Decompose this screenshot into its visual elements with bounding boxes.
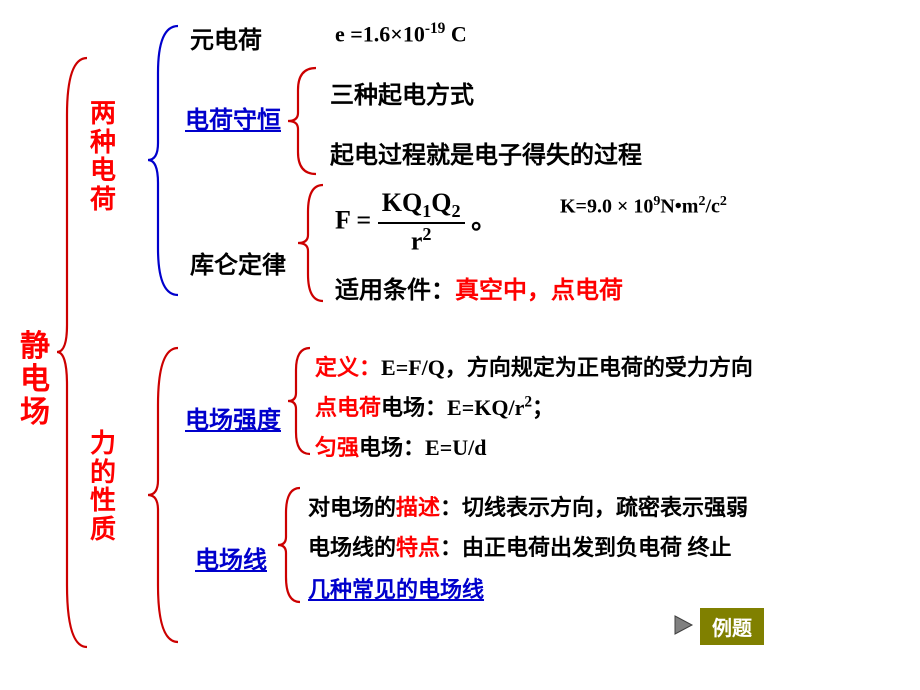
elementary-charge-formula: e =1.6×10-19 C [335,20,467,47]
root-label: 静 电 场 [20,330,50,429]
uniform-field: 匀强电场：E=U/d [315,430,486,462]
coulomb-conditions: 适用条件：真空中，点电荷 [335,270,623,305]
root-char-3: 场 [20,396,50,429]
field-line-brace [278,485,306,605]
common-field-lines-link[interactable]: 几种常见的电场线 [308,572,484,604]
field-line-feature: 电场线的特点：由正电荷出发到负电荷 终止 [308,530,732,562]
branch-two-charges-label: 两 种 电 荷 [90,100,116,214]
example-button[interactable]: 例题 [700,608,764,645]
root-char-2: 电 [20,363,50,396]
point-charge-field: 点电荷电场：E=KQ/r2； [315,390,554,422]
coulomb-brace [298,182,330,304]
field-line-description: 对电场的描述：切线表示方向，疏密表示强弱 [308,490,748,522]
intensity-brace [288,345,316,457]
field-line-label[interactable]: 电场线 [195,540,267,575]
conservation-brace [288,65,323,177]
slide-canvas: 静 电 场 两 种 电 荷 元电荷 e =1.6×10-19 C 电荷守恒 三种… [0,0,920,690]
root-char-1: 静 [20,330,50,363]
three-charging-methods: 三种起电方式 [330,75,474,110]
branch-force-property-label: 力 的 性 质 [90,430,116,544]
field-intensity-label[interactable]: 电场强度 [185,400,281,435]
coulomb-constant: K=9.0 × 109N•m2/c2 [560,194,727,219]
play-arrow-icon [672,614,696,636]
coulomb-formula: F = KQ1Q2 r2 。 [335,188,497,257]
branch1-brace [148,23,188,298]
charge-conservation-label[interactable]: 电荷守恒 [185,100,281,135]
elementary-charge-label: 元电荷 [190,20,262,55]
field-definition: 定义：E=F/Q，方向规定为正电荷的受力方向 [315,350,753,382]
coulomb-law-label: 库仑定律 [190,245,286,280]
branch2-brace [148,345,188,645]
charging-process-desc: 起电过程就是电子得失的过程 [330,135,642,170]
